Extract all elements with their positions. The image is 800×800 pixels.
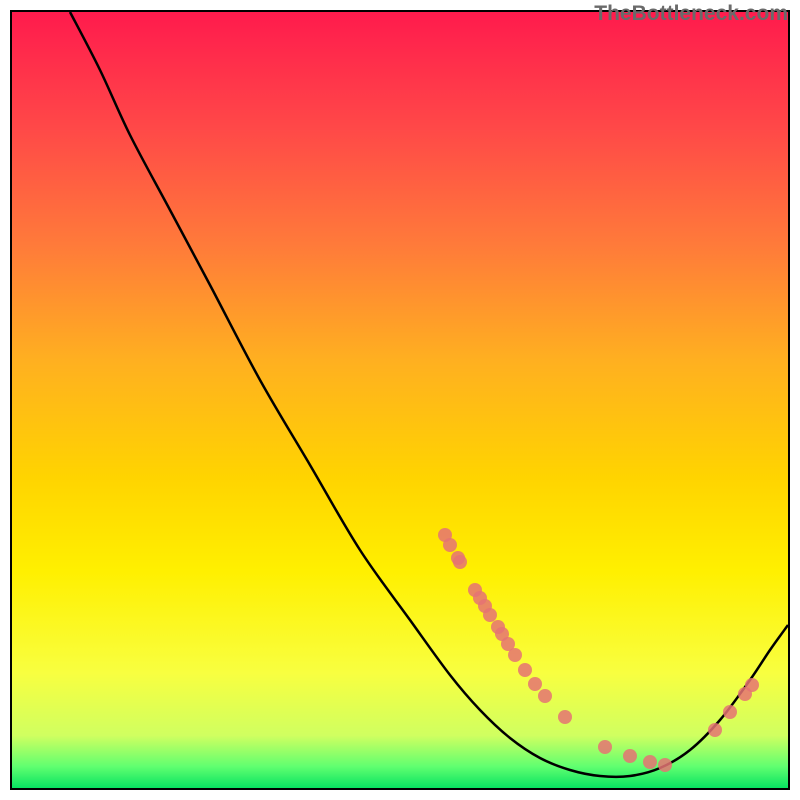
data-marker [643,755,657,769]
data-marker [483,608,497,622]
data-marker [443,538,457,552]
data-marker [453,555,467,569]
data-marker [508,648,522,662]
chart-container: TheBottleneck.com [0,0,800,800]
watermark-text: TheBottleneck.com [594,2,788,26]
chart-svg [10,10,790,790]
data-marker [538,689,552,703]
data-marker [658,758,672,772]
data-marker [623,749,637,763]
data-marker [745,678,759,692]
data-marker [708,723,722,737]
data-marker [723,705,737,719]
data-marker [598,740,612,754]
data-marker [528,677,542,691]
data-marker [518,663,532,677]
data-marker [558,710,572,724]
